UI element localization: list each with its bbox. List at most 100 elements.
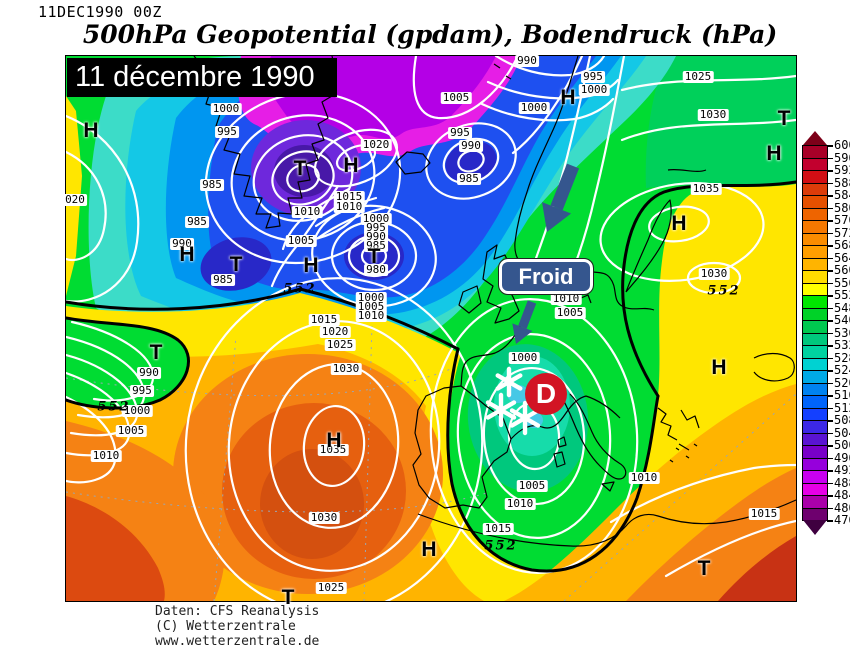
pressure-center-letter: T — [149, 341, 163, 364]
pressure-label: 1030 — [697, 108, 729, 121]
geopotential-label: 552 — [484, 538, 518, 554]
pressure-center-letter: T — [697, 557, 711, 580]
colorbar-tick-label: 592 — [834, 163, 850, 177]
colorbar-tick-label: 588 — [834, 175, 850, 190]
pressure-center-letter: T — [229, 253, 243, 276]
pressure-label: 985 — [200, 178, 224, 191]
snowflake-icon — [495, 366, 523, 398]
colorbar-tick-label: 524 — [834, 363, 850, 377]
colorbar-tick — [827, 357, 833, 359]
colorbar-cell — [803, 196, 827, 209]
colorbar-tick-label: 488 — [834, 475, 850, 490]
colorbar-tick — [827, 207, 833, 209]
colorbar-cell — [803, 321, 827, 334]
pressure-label: 990 — [515, 54, 539, 67]
pressure-label: 1015 — [333, 190, 365, 203]
colorbar-cell — [803, 408, 827, 421]
colorbar-tick-label: 540 — [834, 313, 850, 327]
colorbar-tick — [827, 382, 833, 384]
pressure-label: 1025 — [315, 581, 347, 594]
credit-line: Daten: CFS Reanalysis — [155, 604, 320, 619]
colorbar-cells — [802, 145, 828, 521]
low-pressure-letter: D — [535, 378, 557, 409]
pressure-label: 020 — [63, 193, 87, 206]
colorbar-tick-label: 508 — [834, 413, 850, 427]
colorbar-cell — [803, 146, 827, 159]
colorbar-cell — [803, 258, 827, 271]
pressure-label: 1010 — [291, 205, 323, 218]
colorbar-tick — [827, 407, 833, 409]
colorbar-cell — [803, 483, 827, 496]
colorbar-tick — [827, 420, 833, 422]
pressure-label: 1000 — [121, 404, 153, 417]
pressure-label: 1005 — [440, 91, 472, 104]
colorbar-tick — [827, 295, 833, 297]
pressure-label: 1030 — [330, 362, 362, 375]
pressure-center-letter: H — [766, 142, 782, 165]
colorbar-cell — [803, 446, 827, 459]
colorbar-tick — [827, 157, 833, 159]
pressure-center-letter: H — [421, 538, 437, 561]
colorbar-tick-label: 548 — [834, 300, 850, 315]
colorbar-tick-label: 560 — [834, 263, 850, 277]
colorbar-tick — [827, 445, 833, 447]
colorbar-tick — [827, 245, 833, 247]
colorbar-tick — [827, 457, 833, 459]
pressure-label: 1015 — [482, 522, 514, 535]
pressure-center-letter: H — [671, 212, 687, 235]
pressure-label: 1010 — [355, 309, 387, 322]
credits: Daten: CFS Reanalysis (C) Wetterzentrale w… — [155, 604, 319, 649]
colorbar-cell — [803, 271, 827, 284]
colorbar-cell — [803, 333, 827, 346]
low-pressure-marker: D — [525, 373, 567, 415]
annotation-layer — [485, 163, 580, 436]
colorbar-tick-label: 484 — [834, 488, 850, 502]
pressure-label: 985 — [185, 215, 209, 228]
pressure-label: 995 — [581, 70, 605, 83]
pressure-label: 1030 — [308, 511, 340, 524]
colorbar-cell — [803, 296, 827, 309]
colorbar-tick-label: 564 — [834, 250, 850, 265]
pressure-label: 990 — [170, 237, 194, 250]
colorbar-cell — [803, 496, 827, 509]
colorbar-tick — [827, 432, 833, 434]
cold-air-label-text: Froid — [518, 263, 574, 289]
pressure-center-letter: H — [343, 154, 359, 177]
colorbar-tick — [827, 257, 833, 259]
pressure-label: 985 — [364, 239, 388, 252]
colorbar-tick — [827, 345, 833, 347]
colorbar-tick-label: 496 — [834, 450, 850, 465]
pressure-center-letter: H — [560, 86, 576, 109]
colorbar-tick-label: 596 — [834, 150, 850, 165]
pressure-label: 1005 — [516, 479, 548, 492]
pressure-center-letter: H — [326, 429, 342, 452]
credit-line: (C) Wetterzentrale — [155, 619, 296, 634]
colorbar-tick-label: 536 — [834, 325, 850, 340]
colorbar-cell — [803, 358, 827, 371]
pressure-center-letter: T — [281, 586, 295, 609]
page-title: 500hPa Geopotential (gpdam), Bodendruck … — [82, 20, 778, 49]
weather-map: 1000 995 985 1020 020 1015 1010 1010 985 1000 995 9… — [63, 54, 797, 609]
colorbar-cell — [803, 433, 827, 446]
colorbar-tick-label: 504 — [834, 425, 850, 440]
colorbar-tick — [827, 482, 833, 484]
colorbar-cell — [803, 221, 827, 234]
colorbar-tick-label: 500 — [834, 438, 850, 452]
map-labels: 1000 995 985 1020 020 1015 1010 1010 985 1000 995 9… — [63, 54, 796, 609]
colorbar-cell — [803, 346, 827, 359]
colorbar-cell — [803, 233, 827, 246]
colorbar-tick-label: 584 — [834, 188, 850, 202]
pressure-center-letter: H — [711, 356, 727, 379]
pressure-label: 1035 — [317, 443, 349, 456]
pressure-center-letter: H — [179, 243, 195, 266]
pressure-label: 995 — [215, 125, 239, 138]
colorbar-cell — [803, 158, 827, 171]
pressure-label: 1025 — [324, 338, 356, 351]
colorbar-tick — [827, 332, 833, 334]
colorbar-cell — [803, 283, 827, 296]
colorbar-tick — [827, 470, 833, 472]
geopotential-label: 552 — [97, 399, 131, 415]
colorbar-tick-label: 572 — [834, 225, 850, 240]
colorbar-tick — [827, 320, 833, 322]
colorbar-labels: 6005965925885845805765725685645605565525… — [827, 139, 850, 526]
